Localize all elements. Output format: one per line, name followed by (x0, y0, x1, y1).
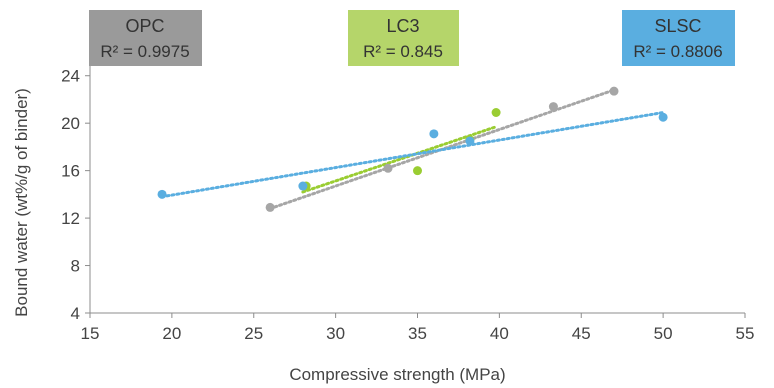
legend-box-opc: OPC R² = 0.9975 (89, 10, 202, 66)
x-tick-label: 25 (244, 324, 263, 343)
data-point-opc (383, 163, 393, 173)
legend-series-name: SLSC (654, 16, 701, 36)
x-tick-label: 40 (490, 324, 509, 343)
y-tick-label: 20 (61, 114, 80, 133)
y-axis-label: Bound water (wt%/g of binder) (12, 88, 31, 317)
legend-r-squared: R² = 0.8806 (633, 42, 722, 61)
data-point-slsc (298, 181, 308, 191)
legend-box-lc3: LC3 R² = 0.845 (348, 10, 459, 66)
legend-r-squared: R² = 0.845 (363, 42, 443, 61)
legend-box-background (622, 10, 735, 66)
trendline-slsc (160, 111, 665, 199)
axes: 15 20 25 30 35 40 45 50 55 4 8 12 16 20 24 Compressive … (12, 42, 754, 384)
data-point-slsc (465, 136, 475, 146)
trendlines (160, 88, 665, 211)
y-tick-label: 24 (61, 67, 80, 86)
x-tick-label: 30 (326, 324, 345, 343)
y-tick-label: 12 (61, 209, 80, 228)
x-axis-label: Compressive strength (MPa) (289, 365, 505, 384)
data-point-lc3 (413, 166, 422, 176)
y-tick-label: 16 (61, 162, 80, 181)
legend-box-background (89, 10, 202, 66)
legend-box-slsc: SLSC R² = 0.8806 (622, 10, 735, 66)
data-point-slsc (157, 189, 167, 199)
y-tick-label: 8 (71, 257, 80, 276)
x-tick-label: 45 (572, 324, 591, 343)
x-tick-label: 50 (654, 324, 673, 343)
x-tick-label: 35 (408, 324, 427, 343)
trendline-lc3 (301, 125, 498, 194)
x-tick-label: 15 (81, 324, 100, 343)
legend: OPC R² = 0.9975 LC3 R² = 0.845 SLSC R² = 0.88… (89, 10, 735, 66)
x-tick-label: 20 (162, 324, 181, 343)
legend-box-background (348, 10, 459, 66)
data-point-opc (265, 202, 275, 212)
legend-r-squared: R² = 0.9975 (100, 42, 189, 61)
data-point-lc3 (491, 108, 501, 118)
data-point-slsc (658, 112, 668, 122)
data-points (157, 86, 668, 212)
data-point-opc (548, 102, 558, 112)
x-tick-label: 55 (736, 324, 755, 343)
legend-series-name: OPC (125, 16, 164, 36)
legend-series-name: LC3 (386, 16, 419, 36)
data-point-opc (609, 86, 619, 96)
data-point-slsc (429, 129, 439, 139)
y-tick-label: 4 (71, 304, 80, 323)
